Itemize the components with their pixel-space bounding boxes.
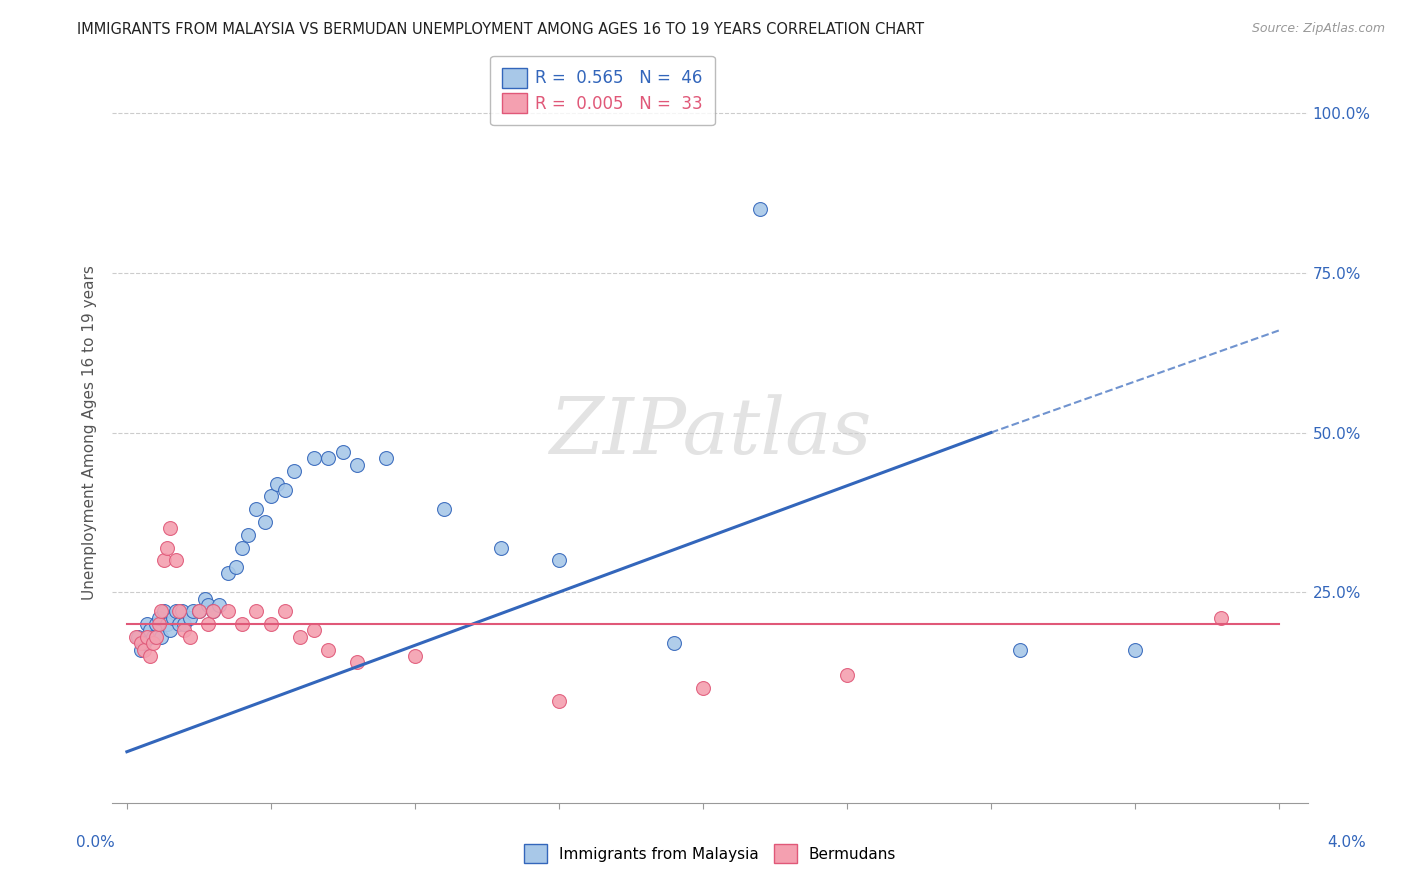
Point — [194, 591, 217, 606]
Point — [288, 630, 311, 644]
Point — [274, 483, 297, 497]
Point — [179, 611, 201, 625]
Point — [254, 515, 277, 529]
Point — [260, 490, 283, 504]
Point — [187, 604, 209, 618]
Y-axis label: Unemployment Among Ages 16 to 19 years: Unemployment Among Ages 16 to 19 years — [82, 265, 97, 600]
Point — [145, 630, 167, 644]
Point — [165, 553, 187, 567]
Point — [433, 502, 456, 516]
Point — [142, 630, 165, 644]
Point — [202, 604, 225, 618]
Point — [231, 617, 253, 632]
Point — [346, 656, 368, 670]
Point — [1211, 611, 1233, 625]
Point — [260, 617, 283, 632]
Point — [156, 541, 179, 555]
Point — [136, 630, 159, 644]
Text: Source: ZipAtlas.com: Source: ZipAtlas.com — [1251, 22, 1385, 36]
Text: 4.0%: 4.0% — [1327, 836, 1367, 850]
Point — [283, 464, 305, 478]
Point — [159, 521, 181, 535]
Point — [142, 636, 165, 650]
Point — [165, 604, 187, 618]
Point — [173, 624, 195, 638]
Point — [167, 617, 190, 632]
Point — [153, 553, 176, 567]
Point — [318, 642, 340, 657]
Point — [217, 604, 239, 618]
Point — [148, 611, 170, 625]
Point — [547, 553, 569, 567]
Point — [148, 617, 170, 632]
Point — [692, 681, 714, 695]
Point — [150, 604, 173, 618]
Point — [153, 604, 176, 618]
Point — [187, 604, 209, 618]
Point — [167, 604, 190, 618]
Point — [491, 541, 513, 555]
Point — [134, 642, 156, 657]
Point — [134, 636, 156, 650]
Text: IMMIGRANTS FROM MALAYSIA VS BERMUDAN UNEMPLOYMENT AMONG AGES 16 TO 19 YEARS CORR: IMMIGRANTS FROM MALAYSIA VS BERMUDAN UNE… — [77, 22, 925, 37]
Point — [231, 541, 253, 555]
Point — [162, 611, 184, 625]
Point — [202, 604, 225, 618]
Point — [197, 598, 219, 612]
Point — [197, 617, 219, 632]
Point — [124, 630, 146, 644]
Point — [332, 444, 354, 458]
Point — [1123, 642, 1146, 657]
Point — [139, 624, 162, 638]
Point — [127, 630, 149, 644]
Point — [318, 451, 340, 466]
Point — [835, 668, 858, 682]
Text: 0.0%: 0.0% — [76, 836, 115, 850]
Point — [129, 636, 152, 650]
Point — [208, 598, 231, 612]
Point — [245, 604, 267, 618]
Legend: Immigrants from Malaysia, Bermudans: Immigrants from Malaysia, Bermudans — [517, 838, 903, 869]
Point — [1008, 642, 1031, 657]
Point — [404, 648, 426, 663]
Point — [302, 624, 325, 638]
Point — [547, 694, 569, 708]
Point — [159, 624, 181, 638]
Point — [266, 476, 288, 491]
Point — [173, 617, 195, 632]
Point — [375, 451, 398, 466]
Point — [170, 604, 193, 618]
Point — [181, 604, 204, 618]
Point — [145, 617, 167, 632]
Point — [245, 502, 267, 516]
Point — [274, 604, 297, 618]
Point — [662, 636, 685, 650]
Point — [217, 566, 239, 580]
Point — [236, 527, 259, 541]
Point — [150, 630, 173, 644]
Point — [156, 617, 179, 632]
Point — [136, 617, 159, 632]
Point — [139, 648, 162, 663]
Text: ZIPatlas: ZIPatlas — [548, 394, 872, 471]
Point — [225, 559, 247, 574]
Point — [302, 451, 325, 466]
Point — [346, 458, 368, 472]
Point — [129, 642, 152, 657]
Point — [749, 202, 772, 217]
Point — [179, 630, 201, 644]
